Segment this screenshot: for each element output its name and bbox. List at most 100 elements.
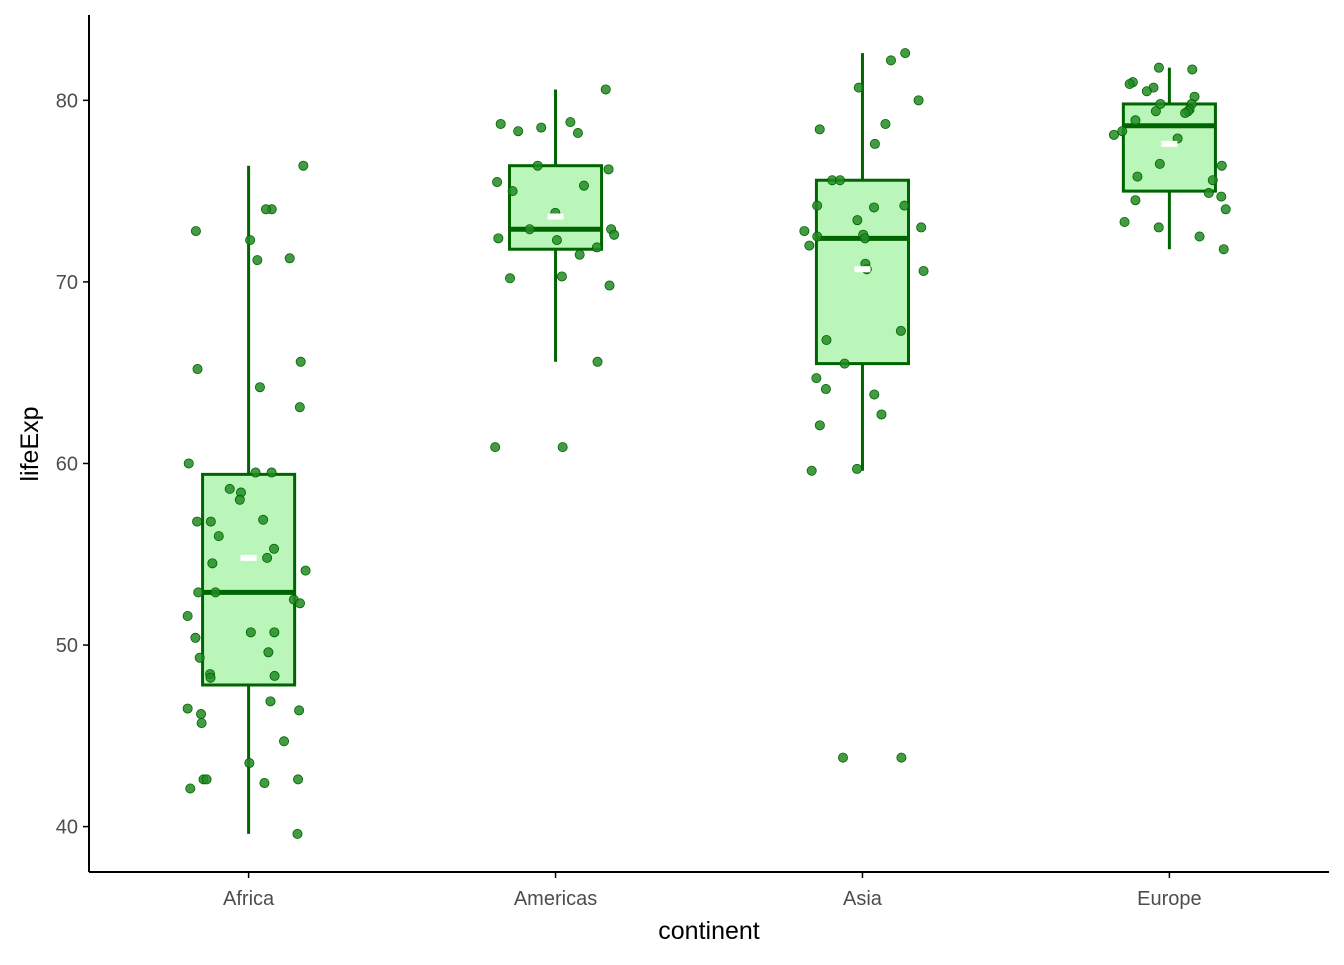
data-point (860, 233, 871, 244)
data-point (205, 516, 216, 527)
data-point (814, 420, 825, 431)
mean-marker (547, 213, 564, 220)
data-point (1194, 231, 1205, 242)
data-point (245, 235, 256, 246)
data-point (1154, 158, 1165, 169)
data-point (1203, 187, 1214, 198)
data-point (193, 587, 204, 598)
data-point (260, 204, 271, 215)
data-point (196, 718, 207, 729)
data-point (591, 242, 602, 253)
data-point (493, 233, 504, 244)
data-point (524, 224, 535, 235)
data-point (876, 409, 887, 420)
x-axis-title: continent (658, 917, 760, 945)
data-point (853, 82, 864, 93)
data-point (492, 177, 503, 188)
data-point (190, 226, 201, 237)
data-point (210, 587, 221, 598)
data-point (916, 222, 927, 233)
data-point (1153, 222, 1164, 233)
box-iqr (201, 472, 297, 687)
data-point (578, 180, 589, 191)
data-point (259, 778, 270, 789)
data-point (490, 442, 501, 453)
mean-marker (240, 554, 257, 561)
y-tick-label: 40 (56, 817, 78, 839)
data-point (265, 696, 276, 707)
boxes-layer (201, 53, 1217, 834)
data-point (279, 736, 290, 747)
data-point (1141, 86, 1152, 97)
data-point (1153, 62, 1164, 73)
data-point (913, 95, 924, 106)
data-point (245, 627, 256, 638)
data-point (837, 752, 848, 763)
y-tick-label: 70 (56, 272, 78, 294)
data-point (869, 202, 880, 213)
data-point (532, 160, 543, 171)
data-point (869, 138, 880, 149)
data-point (1130, 195, 1141, 206)
data-point (254, 382, 265, 393)
data-point (600, 84, 611, 95)
data-point (1207, 175, 1218, 186)
data-point (1150, 106, 1161, 117)
data-point (565, 117, 576, 128)
data-point (899, 200, 910, 211)
data-point (182, 610, 193, 621)
data-point (811, 373, 822, 384)
data-point (820, 384, 831, 395)
y-tick-label: 80 (56, 90, 78, 112)
data-point (806, 465, 817, 476)
data-point (1220, 204, 1231, 215)
data-point (262, 552, 273, 563)
data-point (609, 229, 620, 240)
y-tick-label: 50 (56, 635, 78, 657)
mean-markers-layer (240, 140, 1178, 561)
data-point (269, 543, 280, 554)
data-point (852, 463, 863, 474)
data-point (574, 249, 585, 260)
data-point (298, 160, 309, 171)
data-point (224, 483, 235, 494)
data-point (244, 758, 255, 769)
data-point (556, 271, 567, 282)
data-point (185, 783, 196, 794)
data-point (263, 647, 274, 658)
x-tick-label: Asia (843, 888, 883, 910)
data-point (495, 118, 506, 129)
data-point (814, 124, 825, 135)
box-iqr (507, 164, 604, 251)
data-point (852, 215, 863, 226)
x-tick-label: Europe (1137, 888, 1202, 910)
data-point (572, 128, 583, 139)
data-point (1218, 244, 1229, 255)
x-tick-label: Africa (223, 888, 275, 910)
data-point (1180, 108, 1191, 119)
data-point (192, 516, 203, 527)
data-point (190, 632, 201, 643)
data-point (258, 514, 269, 525)
data-point (1130, 115, 1141, 126)
data-point (812, 231, 823, 242)
data-point (1187, 64, 1198, 75)
data-point (592, 356, 603, 367)
data-point (896, 752, 907, 763)
data-point (205, 672, 216, 683)
data-point (536, 122, 547, 133)
axes-layer (88, 15, 1329, 873)
data-point (1124, 78, 1135, 89)
data-point (1172, 133, 1183, 144)
points-layer (182, 48, 1231, 839)
data-point (1108, 129, 1119, 140)
data-point (213, 531, 224, 542)
data-point (196, 709, 207, 720)
data-point (295, 356, 306, 367)
data-point (192, 364, 203, 375)
data-point (507, 186, 518, 197)
data-point (885, 55, 896, 66)
data-point (1216, 160, 1227, 171)
data-point (266, 467, 277, 478)
